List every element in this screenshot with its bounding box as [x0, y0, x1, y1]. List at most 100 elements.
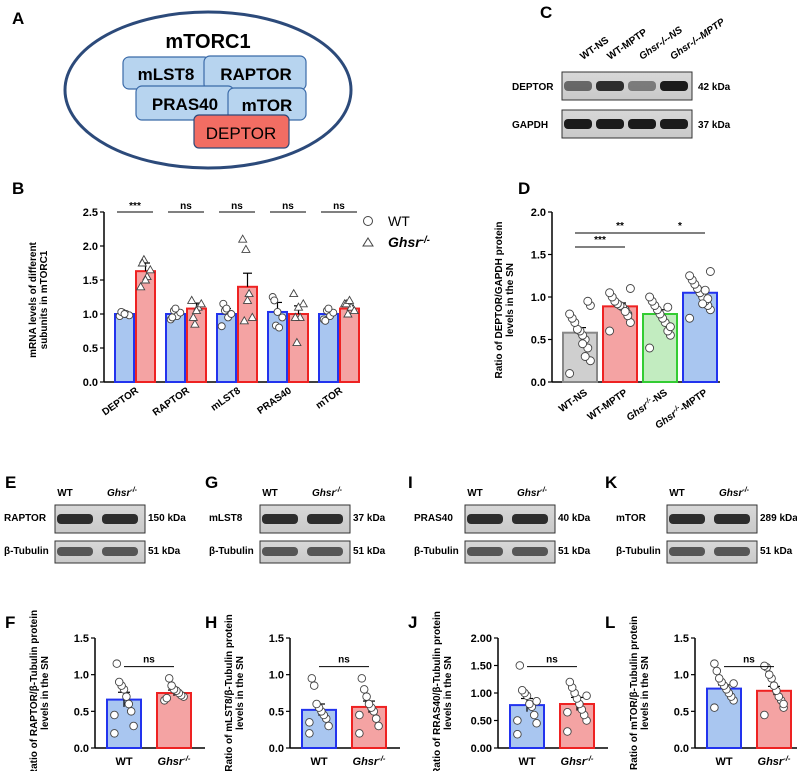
chart-j-y-tick-label: 1.50 [471, 661, 492, 673]
chart-b-point-ko [145, 264, 156, 274]
chart-f-x-tick-label: WT [115, 756, 132, 768]
chart-b-legend-wt-label: WT [388, 213, 410, 229]
chart-b-point-ko [186, 295, 197, 304]
chart-d-point [685, 313, 695, 323]
small-blot-band [57, 547, 93, 556]
chart-l-point [714, 674, 724, 683]
blot-c-row-label-gapdh: GAPDH [512, 120, 548, 131]
blot-c-band [628, 81, 656, 91]
small-blot-loading-kda: 51 kDa [148, 546, 181, 557]
chart-b-y-tick-label: 2.0 [83, 241, 98, 253]
chart-d-point [665, 322, 675, 332]
chart-l-bar-ko [756, 689, 792, 749]
node-mlst8-label: mLST8 [138, 65, 195, 84]
chart-f-y-tick-label: 0.0 [74, 743, 89, 755]
chart-b-point-ko [298, 298, 309, 308]
panel-letter-d: D [518, 179, 530, 198]
panel-letter-j: J [408, 613, 417, 632]
chart-h-point [359, 685, 369, 694]
chart-l-point [710, 659, 719, 668]
chart-d-point [605, 326, 615, 336]
chart-b-point-ko [244, 288, 254, 298]
small-blot-target-label: PRAS40 [414, 513, 453, 524]
chart-d-y-tick-label: 1.5 [531, 250, 546, 262]
chart-h-point [357, 674, 367, 683]
blot-c-band [564, 81, 592, 91]
chart-f-sig-label: ns [143, 655, 155, 666]
chart-h-point [371, 714, 381, 723]
small-blot-target-kda: 150 kDa [148, 513, 186, 524]
chart-j-point [513, 716, 522, 725]
small-blot-target-kda: 37 kDa [353, 513, 386, 524]
chart-b-point-wt [321, 316, 330, 325]
chart-b-legend-wt-marker [363, 216, 373, 226]
chart-j-y-tick-label: 0.00 [471, 743, 492, 755]
chart-h-point [355, 710, 364, 720]
chart-b-point-ko [293, 302, 304, 311]
chart-l-point [760, 661, 769, 671]
blot-c-lane-4: Ghsr-/--MPTP [668, 17, 727, 63]
small-blot-band [512, 514, 548, 524]
chart-j-y-tick-label: 2.00 [471, 633, 492, 645]
small-blot-band [714, 514, 750, 524]
chart-l-point [710, 703, 719, 712]
chart-f-point [162, 693, 172, 703]
chart-f-point [129, 721, 138, 731]
chart-j-x-tick-label: WT [518, 756, 535, 768]
chart-f-point [112, 659, 122, 668]
small-blot-group-wt: WT [467, 488, 483, 499]
chart-b-point-wt [227, 310, 236, 318]
chart-f-point [110, 729, 119, 738]
chart-d-point [578, 339, 588, 349]
node-deptor [193, 114, 290, 149]
chart-d-point [645, 292, 655, 302]
chart-l-x-tick-label: WT [715, 756, 732, 768]
chart-b-bar-pras40-ko [288, 313, 309, 383]
small-blot-band [512, 547, 548, 556]
chart-d-point [703, 294, 713, 304]
panel-letter-c: C [540, 3, 552, 22]
chart-b-sig-label: *** [129, 201, 141, 212]
chart-h-y-tick-label: 1.0 [269, 670, 284, 682]
chart-j-point [565, 677, 575, 687]
small-blot-band [467, 547, 503, 556]
chart-d-point [663, 302, 673, 312]
blot-c-band [660, 119, 688, 129]
chart-h-y-tick-label: 0.5 [269, 706, 284, 718]
chart-h: 0.0 0.5 1.0 1.5 Ratio of mLST8/β-Tubulin pro… [224, 614, 400, 771]
chart-j-point [525, 699, 534, 709]
chart-h-point [355, 729, 364, 738]
chart-b-point-wt [273, 308, 282, 316]
blot-c-band [628, 119, 656, 129]
chart-h-y-label: Ratio of mLST8/β-Tubulin proteinlevels i… [224, 614, 246, 771]
chart-b-bar-deptor-wt [114, 313, 135, 383]
small-blot-band [669, 514, 705, 524]
chart-b-point-wt [324, 304, 333, 313]
chart-d-y-tick-label: 0.5 [531, 335, 546, 347]
chart-l: 0.0 0.5 1.0 1.5 Ratio of mTOR/β-Tubulin prot… [629, 616, 797, 770]
chart-b-y-label: mRNA levels of differentsubunits in mTOR… [28, 241, 50, 357]
chart-b-point-wt [222, 304, 231, 313]
chart-f-point [167, 681, 176, 690]
chart-l-y-tick-label: 1.0 [674, 670, 689, 682]
chart-b-point-ko [190, 319, 200, 328]
chart-l-y-tick-label: 0.0 [674, 743, 689, 755]
chart-b-point-wt [278, 313, 287, 322]
chart-b-y-tick-label: 2.5 [83, 207, 98, 219]
small-blot-band [714, 547, 750, 556]
small-blot-group-wt: WT [262, 488, 278, 499]
chart-h-point [309, 681, 319, 690]
chart-d-point [700, 285, 710, 295]
chart-h-point [305, 718, 314, 727]
small-blot-i: WT Ghsr-/- PRAS40 β-Tubulin 40 kDa 51 kDa [414, 487, 591, 564]
chart-d-point [565, 309, 575, 319]
small-blot-e: WT Ghsr-/- RAPTOR β-Tubulin 150 kDa 51 kDa [4, 487, 186, 564]
blot-c-row-label-deptor: DEPTOR [512, 82, 554, 93]
chart-l-point [769, 681, 779, 690]
chart-h-y-tick-label: 1.5 [269, 633, 284, 645]
chart-d-point [565, 369, 575, 378]
panel-letter-k: K [605, 473, 618, 492]
panel-letter-h: H [205, 613, 217, 632]
chart-b-point-ko [135, 281, 146, 291]
small-blot-target-label: RAPTOR [4, 513, 47, 524]
